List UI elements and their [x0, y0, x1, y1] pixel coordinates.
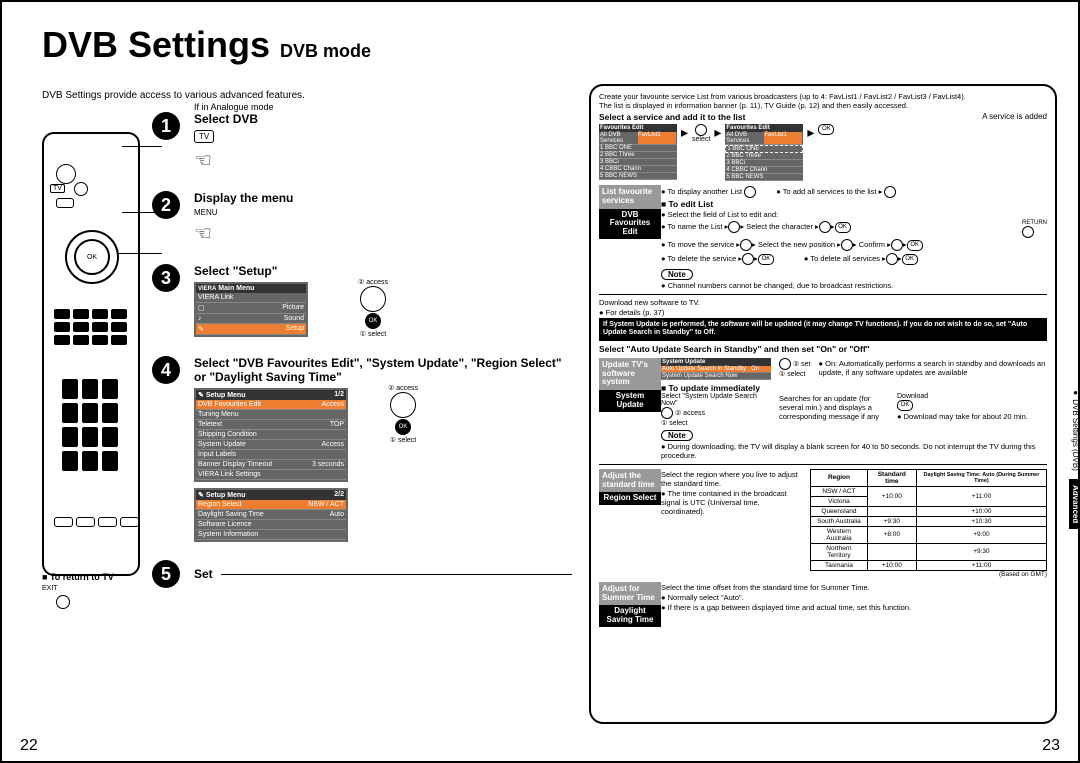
right-panel: Create your favourite service List from …: [589, 84, 1057, 724]
menu-icon: MENU: [194, 208, 572, 217]
update-warning: If System Update is performed, the softw…: [599, 318, 1047, 341]
tv-icon: TV: [194, 130, 214, 143]
fav-edit-table-2: Favourites Edit All DVB ServicesFavList1…: [725, 124, 803, 181]
analogue-note: If in Analogue mode: [194, 102, 572, 112]
step-5: 5 Set: [152, 560, 572, 588]
page-number-left: 22: [20, 737, 38, 755]
fav-edit-table-1: Favourites Edit All DVB ServicesFavList1…: [599, 124, 677, 180]
manual-spread: DVB Settings DVB mode DVB Settings provi…: [0, 0, 1080, 763]
step-1: 1 Select DVB TV ☞: [152, 112, 572, 173]
finger-icon: ☞: [194, 221, 212, 246]
region-table: RegionStandard timeDaylight Saving Time:…: [810, 469, 1047, 571]
subtitle: DVB Settings provide access to various a…: [42, 90, 305, 101]
return-to-tv: ■ To return to TV EXIT: [42, 572, 114, 611]
setup-menu-2: ✎ Setup Menu 2/2 Region SelectNSW / ACT …: [194, 488, 348, 542]
steps-column: If in Analogue mode 1 Select DVB TV ☞ 2 …: [152, 102, 572, 606]
finger-icon: ☞: [194, 148, 212, 173]
nav-diagram: ② access OK ① select: [388, 384, 418, 444]
step-4: 4 Select "DVB Favourites Edit", "System …: [152, 356, 572, 542]
remote-illustration: TV OK: [42, 132, 140, 576]
step-2: 2 Display the menu MENU ☞: [152, 191, 572, 246]
page-title: DVB Settings DVB mode: [42, 24, 371, 66]
step-3: 3 Select "Setup" VIERA Main Menu VIERA L…: [152, 264, 572, 338]
main-menu-box: VIERA Main Menu VIERA Link ▢ Picture ♪ S…: [194, 282, 308, 337]
page-number-right: 23: [1042, 737, 1060, 755]
side-tab: ● DVB Settings (DVB) Advanced: [1071, 382, 1080, 529]
setup-menu-1: ✎ Setup Menu 1/2 DVB Favourites EditAcce…: [194, 388, 348, 482]
nav-diagram: ② access OK ① select: [358, 278, 388, 338]
